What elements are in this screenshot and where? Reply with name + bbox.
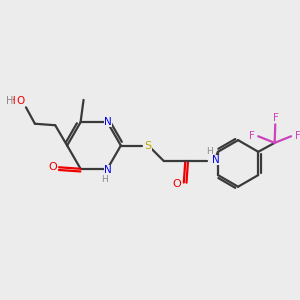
Text: N: N [104,117,112,127]
Text: H: H [6,96,13,106]
Text: HO: HO [8,96,23,106]
Text: F: F [249,131,255,141]
Text: N: N [212,155,220,165]
Text: O: O [48,162,57,172]
Text: F: F [273,113,279,123]
Text: F: F [295,131,300,141]
Text: H: H [101,175,108,184]
Text: O: O [16,96,25,106]
Text: H: H [206,147,212,156]
Text: S: S [145,141,152,151]
Text: N: N [104,165,112,175]
Text: O: O [173,179,182,189]
